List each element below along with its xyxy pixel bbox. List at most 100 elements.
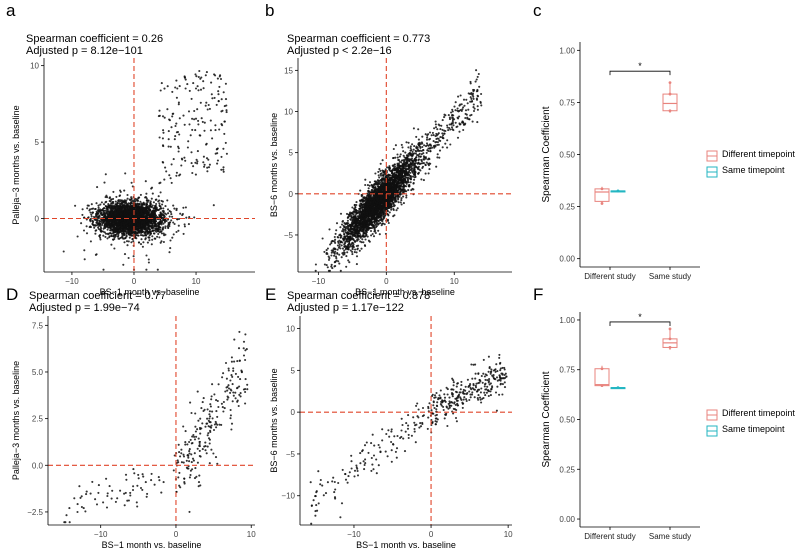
data-point <box>387 221 390 225</box>
data-point <box>161 115 165 118</box>
data-point <box>128 210 132 213</box>
data-point <box>334 232 337 235</box>
data-point <box>203 163 206 166</box>
data-point <box>428 137 432 140</box>
data-point <box>114 228 117 231</box>
data-point <box>106 222 109 226</box>
data-point <box>472 103 475 106</box>
data-point <box>447 114 450 117</box>
data-point <box>157 232 160 236</box>
data-point <box>340 223 344 226</box>
data-point <box>118 210 121 213</box>
data-point <box>161 203 164 206</box>
data-point <box>343 222 346 225</box>
data-point <box>130 202 133 205</box>
data-point <box>193 118 196 121</box>
data-point <box>152 201 155 204</box>
data-point <box>325 251 328 254</box>
data-point <box>208 107 211 110</box>
data-point <box>405 141 408 144</box>
data-point <box>128 198 131 201</box>
data-point <box>152 220 155 223</box>
data-point <box>145 192 148 195</box>
data-point <box>172 204 175 207</box>
data-point <box>129 215 132 218</box>
data-point <box>374 172 377 175</box>
data-point <box>110 221 113 224</box>
data-point <box>354 205 357 209</box>
data-point <box>370 234 373 237</box>
data-point <box>334 250 337 253</box>
data-point <box>450 122 453 125</box>
data-point <box>146 241 149 244</box>
data-point <box>191 117 194 120</box>
data-point <box>123 208 127 212</box>
data-point <box>220 110 223 113</box>
data-point <box>109 213 112 216</box>
data-point <box>378 233 381 236</box>
data-point <box>104 173 107 176</box>
data-point <box>128 211 131 214</box>
data-point <box>121 233 124 236</box>
data-point <box>210 81 213 84</box>
data-point <box>216 77 219 80</box>
data-point <box>323 250 326 253</box>
data-point <box>368 240 371 243</box>
data-point <box>355 201 358 204</box>
data-point <box>161 137 164 140</box>
data-point <box>130 196 133 199</box>
data-point <box>124 172 127 175</box>
data-point <box>476 75 479 78</box>
data-point <box>118 222 122 225</box>
data-point <box>419 146 422 149</box>
data-point <box>143 207 146 211</box>
data-point <box>123 213 127 216</box>
data-point <box>116 235 119 238</box>
data-point <box>436 133 439 136</box>
panel-label-b: b <box>265 1 275 20</box>
data-point <box>86 207 89 210</box>
data-point <box>127 202 130 205</box>
data-point <box>194 173 197 176</box>
data-point <box>114 200 117 203</box>
data-point <box>330 263 333 266</box>
data-point <box>174 135 177 138</box>
data-point <box>121 203 124 206</box>
data-point <box>451 120 454 123</box>
data-point <box>177 145 180 148</box>
data-point <box>211 137 214 140</box>
data-point <box>109 208 112 211</box>
data-point <box>140 238 143 241</box>
panel-label-F: F <box>533 285 544 304</box>
annotation-E-coef: Spearman coefficient = 0.878 <box>287 290 431 302</box>
data-point <box>168 174 171 177</box>
data-point <box>434 120 437 123</box>
data-point <box>173 222 176 226</box>
data-point <box>347 259 350 262</box>
data-point <box>100 230 103 233</box>
y-tick-label: 10 <box>30 62 39 71</box>
data-point <box>182 232 185 235</box>
data-point <box>133 206 136 209</box>
data-point <box>119 214 122 217</box>
data-point <box>107 214 110 217</box>
data-point <box>100 209 104 212</box>
data-point <box>62 250 65 253</box>
data-point <box>113 222 116 226</box>
data-point <box>174 124 177 128</box>
data-point <box>138 202 141 205</box>
data-point <box>437 143 440 146</box>
data-point <box>118 194 121 198</box>
data-point <box>216 152 219 155</box>
data-point <box>140 225 143 228</box>
data-point <box>99 236 102 239</box>
data-point <box>203 121 206 124</box>
data-point <box>402 154 405 157</box>
data-point <box>156 268 159 271</box>
data-point <box>97 204 100 207</box>
data-point <box>351 253 354 256</box>
data-point <box>162 222 165 225</box>
data-point <box>168 215 171 218</box>
data-point <box>96 186 99 189</box>
data-point <box>143 231 146 234</box>
